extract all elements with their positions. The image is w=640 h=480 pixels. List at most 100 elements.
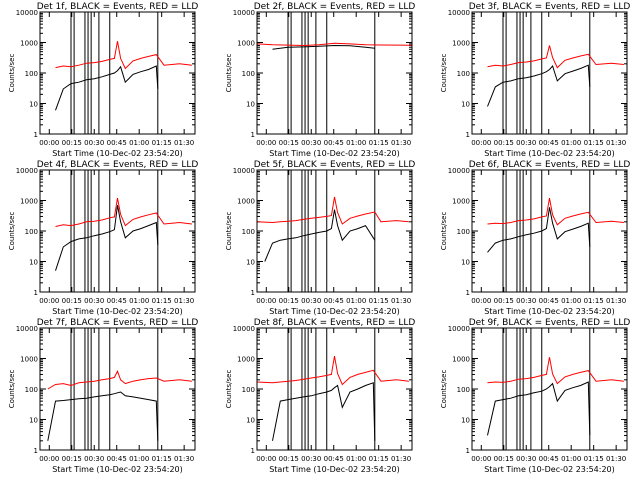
- series-line-events: [264, 209, 376, 262]
- series-line-lld: [257, 196, 409, 225]
- y-tick-label: 10000: [16, 9, 38, 17]
- x-tick-label: 00:15: [62, 139, 82, 147]
- x-tick-label: 00:00: [256, 139, 276, 147]
- x-tick-label: 01:15: [152, 139, 172, 147]
- x-tick-label: 01:15: [584, 297, 604, 305]
- y-tick-label: 1: [34, 289, 38, 297]
- plot-frame: [256, 169, 413, 293]
- x-axis-label: Start Time (10-Dec-02 23:54:20): [269, 149, 400, 158]
- x-tick-label: 00:45: [107, 455, 127, 463]
- chart-panel-det-4f: Det 4f, BLACK = Events, RED = LLD Start T…: [8, 160, 198, 316]
- series-line-events: [47, 391, 159, 441]
- x-tick-label: 01:15: [369, 297, 389, 305]
- x-tick-label: 01:30: [391, 297, 411, 305]
- x-tick-label: 01:00: [346, 297, 366, 305]
- chart-panel-det-5f: Det 5f, BLACK = Events, RED = LLD Start T…: [225, 160, 415, 316]
- chart-title: Det 9f, BLACK = Events, RED = LLD: [469, 318, 631, 328]
- x-tick-label: 01:30: [174, 455, 194, 463]
- y-tick-label: 1000: [452, 40, 470, 48]
- y-axis-label: Counts/sec: [440, 212, 448, 251]
- x-tick-label: 00:15: [279, 297, 299, 305]
- x-tick-label: 00:45: [107, 139, 127, 147]
- chart-panel-det-6f: Det 6f, BLACK = Events, RED = LLD Start T…: [440, 160, 630, 316]
- y-axis-label: Counts/sec: [8, 54, 16, 93]
- y-tick-label: 10: [29, 101, 38, 109]
- x-tick-label: 01:30: [174, 297, 194, 305]
- x-axis-label: Start Time (10-Dec-02 23:54:20): [52, 465, 183, 474]
- y-tick-label: 1000: [237, 198, 255, 206]
- chart-title: Det 5f, BLACK = Events, RED = LLD: [254, 160, 416, 170]
- chart-panel-det-8f: Det 8f, BLACK = Events, RED = LLD Start T…: [225, 318, 415, 474]
- x-axis-label: Start Time (10-Dec-02 23:54:20): [52, 307, 183, 316]
- series-line-lld: [55, 41, 192, 70]
- series-line-events: [272, 382, 376, 441]
- series-line-events: [487, 207, 591, 253]
- y-tick-label: 10000: [16, 325, 38, 333]
- y-tick-label: 100: [457, 386, 470, 394]
- x-tick-label: 01:00: [561, 297, 581, 305]
- x-tick-label: 01:30: [606, 297, 626, 305]
- series-line-events: [272, 44, 375, 50]
- y-tick-label: 1: [34, 447, 38, 455]
- y-tick-label: 10: [246, 417, 255, 425]
- y-tick-label: 1000: [20, 40, 38, 48]
- y-tick-label: 1000: [452, 356, 470, 364]
- y-tick-label: 100: [25, 228, 38, 236]
- x-tick-label: 00:15: [494, 297, 514, 305]
- x-tick-label: 01:15: [369, 455, 389, 463]
- x-tick-label: 00:45: [324, 139, 344, 147]
- x-tick-label: 00:00: [256, 455, 276, 463]
- x-tick-label: 00:00: [39, 297, 59, 305]
- y-tick-label: 10: [246, 259, 255, 267]
- x-axis-label: Start Time (10-Dec-02 23:54:20): [269, 465, 400, 474]
- x-tick-label: 01:30: [606, 139, 626, 147]
- y-tick-label: 1000: [452, 198, 470, 206]
- x-tick-label: 01:30: [174, 139, 194, 147]
- chart-title: Det 4f, BLACK = Events, RED = LLD: [37, 160, 199, 170]
- x-tick-label: 01:00: [346, 139, 366, 147]
- y-tick-label: 10000: [448, 167, 470, 175]
- plot-frame: [256, 327, 413, 451]
- y-tick-label: 10000: [448, 9, 470, 17]
- x-tick-label: 00:30: [84, 455, 104, 463]
- x-tick-label: 01:00: [129, 455, 149, 463]
- y-tick-label: 100: [25, 386, 38, 394]
- y-axis-label: Counts/sec: [440, 54, 448, 93]
- chart-title: Det 8f, BLACK = Events, RED = LLD: [254, 318, 416, 328]
- x-tick-label: 01:15: [584, 455, 604, 463]
- y-tick-label: 100: [242, 386, 255, 394]
- y-tick-label: 10: [246, 101, 255, 109]
- x-tick-label: 00:30: [301, 455, 321, 463]
- x-tick-label: 00:45: [324, 297, 344, 305]
- plot-frame: [256, 11, 413, 135]
- y-tick-label: 10000: [448, 325, 470, 333]
- y-tick-label: 100: [457, 70, 470, 78]
- y-axis-label: Counts/sec: [225, 370, 233, 409]
- y-axis-label: Counts/sec: [440, 370, 448, 409]
- y-tick-label: 1000: [237, 40, 255, 48]
- y-tick-label: 1: [466, 447, 470, 455]
- y-tick-label: 1: [466, 289, 470, 297]
- x-tick-label: 00:00: [256, 297, 276, 305]
- x-tick-label: 00:15: [494, 455, 514, 463]
- series-line-events: [55, 205, 159, 271]
- x-tick-label: 00:45: [539, 139, 559, 147]
- y-tick-label: 100: [242, 228, 255, 236]
- series-line-lld: [487, 45, 624, 69]
- y-tick-label: 1: [34, 131, 38, 139]
- x-tick-label: 00:15: [62, 455, 82, 463]
- chart-title: Det 2f, BLACK = Events, RED = LLD: [254, 2, 416, 12]
- x-tick-label: 00:45: [539, 455, 559, 463]
- chart-title: Det 6f, BLACK = Events, RED = LLD: [469, 160, 631, 170]
- y-tick-label: 1000: [20, 356, 38, 364]
- y-tick-label: 10: [461, 417, 470, 425]
- x-tick-label: 01:00: [561, 455, 581, 463]
- x-tick-label: 00:30: [516, 297, 536, 305]
- x-tick-label: 00:30: [301, 297, 321, 305]
- x-tick-label: 01:00: [346, 455, 366, 463]
- y-tick-label: 10: [461, 259, 470, 267]
- x-tick-label: 00:15: [494, 139, 514, 147]
- series-line-lld: [55, 198, 192, 227]
- y-tick-label: 1: [466, 131, 470, 139]
- x-axis-label: Start Time (10-Dec-02 23:54:20): [484, 149, 615, 158]
